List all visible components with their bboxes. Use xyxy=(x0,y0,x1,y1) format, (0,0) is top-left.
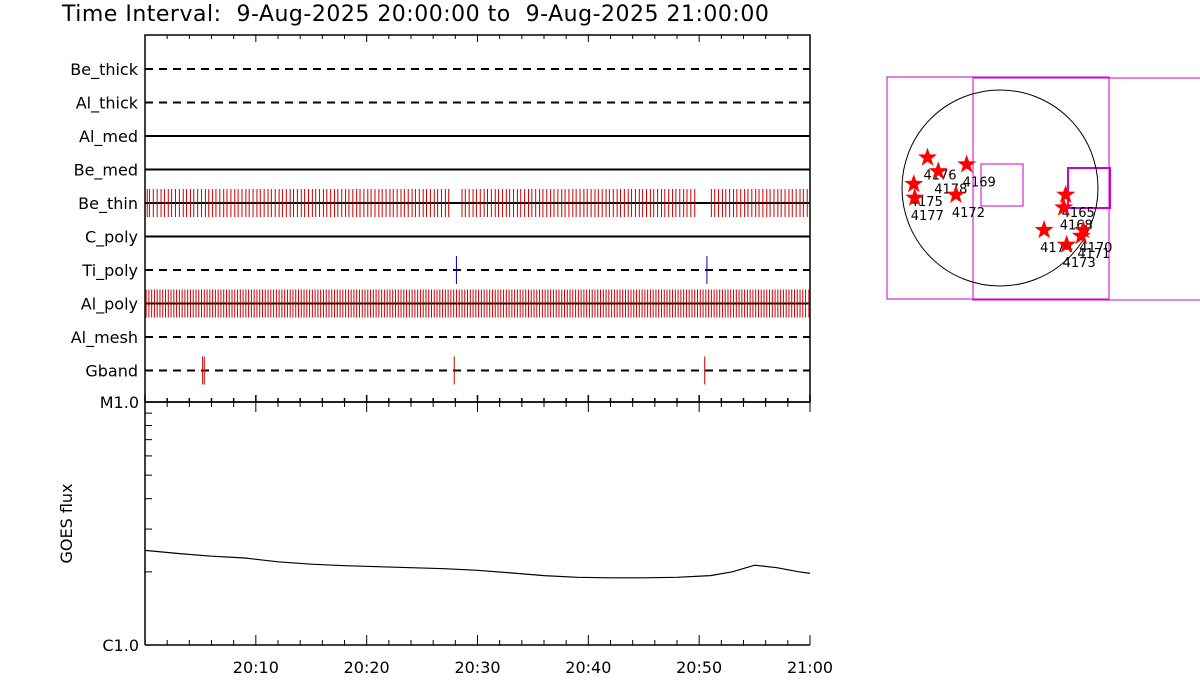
active-region-label: 4168 xyxy=(1060,219,1093,234)
filter-label: Be_thick xyxy=(70,60,138,80)
filter-row-c-poly: C_poly xyxy=(85,228,810,248)
filter-label: Ti_poly xyxy=(81,261,138,281)
goes-x-tick-label: 20:40 xyxy=(565,658,611,677)
goes-x-tick-label: 20:30 xyxy=(454,658,500,677)
active-region-star-icon xyxy=(918,147,937,166)
active-region-4169: 4169 xyxy=(957,154,996,190)
goes-flux-line xyxy=(144,549,811,579)
filter-row-ti-poly: Ti_poly xyxy=(81,256,810,284)
active-region-label: 4173 xyxy=(1063,256,1096,271)
goes-y-tick-label: C1.0 xyxy=(102,636,139,655)
filter-row-be-thin: Be_thin xyxy=(78,189,810,217)
active-region-star-icon xyxy=(946,184,966,203)
filter-row-al-mesh: Al_mesh xyxy=(71,328,810,348)
active-region-label: 4170 xyxy=(1079,241,1112,256)
goes-x-tick-label: 20:50 xyxy=(676,658,722,677)
active-region-star-icon xyxy=(928,161,948,180)
solar-limb xyxy=(901,89,1099,287)
active-region-4172: 4172 xyxy=(946,184,985,221)
filter-label: Gband xyxy=(85,362,138,381)
solar-disk-map: 4176417841754177416941724165416841744173… xyxy=(886,76,1200,301)
active-region-4177: 4177 xyxy=(905,187,944,224)
fov-box-pointing xyxy=(1067,167,1111,209)
active-region-4170: 4170 xyxy=(1073,220,1112,256)
active-region-label: 4171 xyxy=(1077,247,1110,262)
goes-x-tick-label: 21:00 xyxy=(787,658,833,677)
filter-row-be-med: Be_med xyxy=(74,161,810,181)
page-title: Time Interval: 9-Aug-2025 20:00:00 to 9-… xyxy=(62,2,770,27)
filter-row-al-poly: Al_poly xyxy=(81,289,810,318)
active-region-star-icon xyxy=(1034,220,1054,239)
active-region-4173: 4173 xyxy=(1057,234,1096,271)
filter-timeline-chart: Be_thick Al_thick Al_med Be_med Be_thin C_pol… xyxy=(70,34,811,403)
filter-row-be-thick: Be_thick xyxy=(70,60,810,80)
active-region-label: 4165 xyxy=(1062,206,1095,221)
active-region-star-icon xyxy=(1057,234,1077,253)
filter-row-al-thick: Al_thick xyxy=(76,94,810,114)
active-region-star-icon xyxy=(1073,220,1093,239)
goes-flux-chart: M1.0 C1.0 GOES flux 20:10 20:20 20:30 20:40 20:… xyxy=(57,393,833,677)
filter-label: Al_mesh xyxy=(71,328,138,348)
filter-label: Al_poly xyxy=(81,295,138,315)
goes-y-tick-label: M1.0 xyxy=(100,393,139,412)
filter-label: Al_thick xyxy=(76,94,139,114)
filter-label: C_poly xyxy=(85,228,138,248)
timeline-frame xyxy=(144,34,811,403)
active-region-label: 4177 xyxy=(911,209,944,224)
filter-label: Be_med xyxy=(74,161,138,181)
filter-label: Al_med xyxy=(79,127,138,147)
active-region-label: 4172 xyxy=(952,206,985,221)
active-region-4165: 4165 xyxy=(1056,184,1095,221)
filter-row-al-med: Al_med xyxy=(79,127,810,147)
fov-box-large-right xyxy=(972,77,1200,301)
filter-label: Be_thin xyxy=(78,194,138,214)
active-region-star-icon xyxy=(905,187,925,206)
goes-x-tick-label: 20:10 xyxy=(233,658,279,677)
goes-y-axis-label: GOES flux xyxy=(57,483,76,563)
active-region-star-icon xyxy=(957,154,977,173)
active-region-label: 4169 xyxy=(963,175,996,190)
active-region-star-icon xyxy=(1054,197,1074,216)
goes-x-tick-label: 20:20 xyxy=(344,658,390,677)
filter-row-gband: Gband xyxy=(85,356,810,385)
fov-box-small xyxy=(980,163,1024,207)
active-region-star-icon xyxy=(1056,184,1076,203)
active-region-star-icon xyxy=(904,174,924,193)
